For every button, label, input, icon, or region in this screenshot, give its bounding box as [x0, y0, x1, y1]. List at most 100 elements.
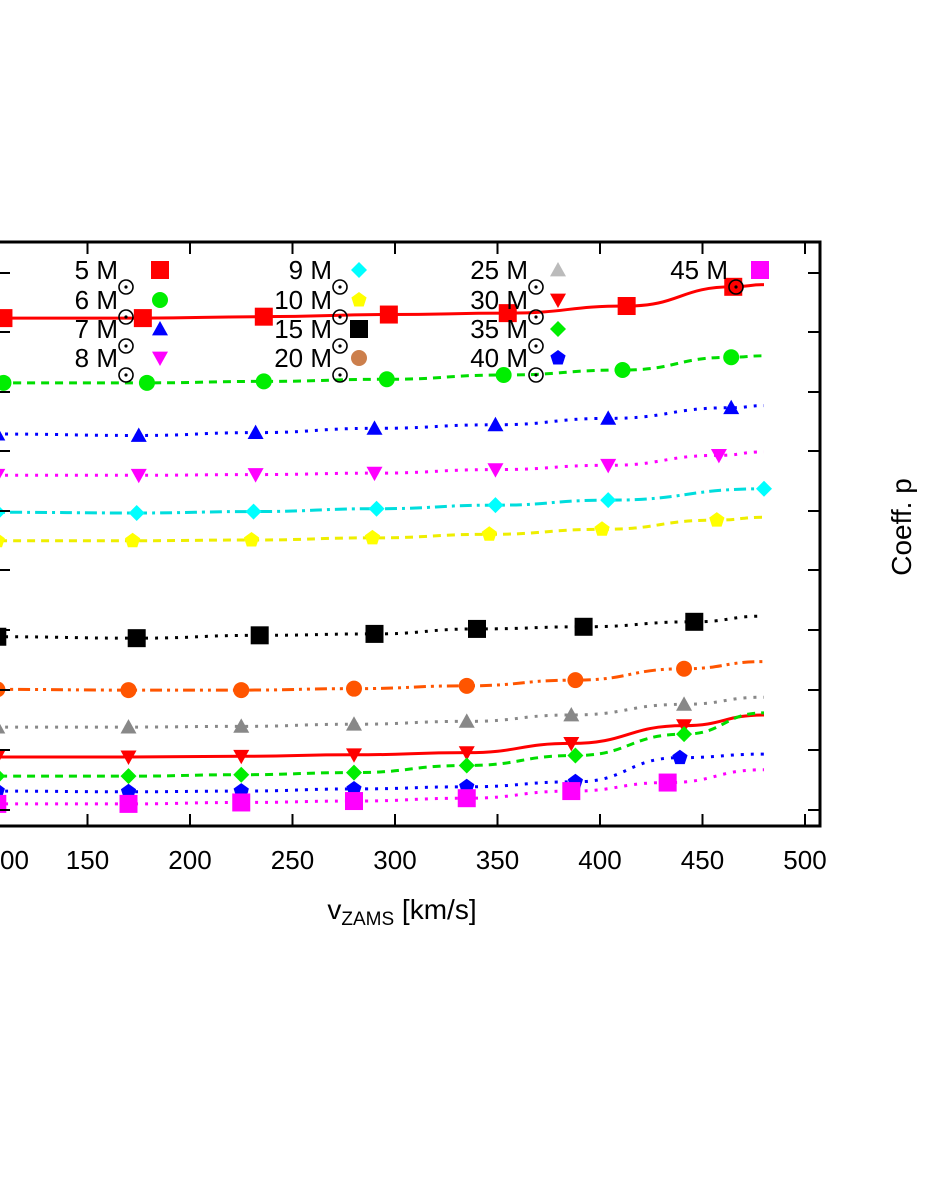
marker-45-msun [457, 789, 476, 808]
marker-10-msun [709, 512, 725, 527]
sun-symbol-dot [124, 315, 128, 319]
marker-20-msun [346, 680, 362, 697]
marker-5-msun [133, 309, 152, 328]
fit-line-15 [0, 614, 765, 640]
marker-25-msun [676, 696, 693, 711]
legend-label-8: 8 M [75, 343, 118, 373]
marker-40-msun [0, 785, 5, 798]
legend-marker-45 [751, 261, 769, 279]
marker-9-msun [245, 503, 262, 520]
sun-symbol-dot [534, 285, 538, 289]
legend-marker-5 [151, 261, 169, 279]
marker-6-msun [255, 373, 272, 390]
legend-marker-10 [351, 292, 367, 307]
x-tick-label: 400 [578, 845, 621, 875]
legend-label-35: 35 M [470, 314, 528, 344]
marker-7-msun [130, 427, 147, 442]
marker-6-msun [138, 374, 155, 391]
y-axis-label: Coeff. p [886, 478, 917, 576]
x-tick-label: 300 [373, 845, 416, 875]
marker-25-msun [458, 713, 475, 728]
marker-8-msun [130, 468, 147, 484]
x-axis-label-main: v [327, 894, 341, 925]
y-ticks [0, 272, 820, 811]
marker-30-msun [233, 749, 250, 765]
marker-10-msun [125, 532, 141, 548]
marker-7-msun [600, 410, 617, 425]
marker-10-msun [243, 532, 260, 547]
marker-30-msun [458, 746, 475, 761]
marker-45-msun [345, 792, 363, 811]
legend-label-25: 25 M [470, 255, 528, 285]
legend-label-5: 5 M [75, 255, 118, 285]
marker-45-msun [658, 773, 677, 792]
fit-line-9 [0, 487, 766, 515]
legend-marker-20 [351, 350, 367, 366]
legend-marker-8 [152, 351, 168, 366]
sun-symbol-dot [338, 285, 342, 289]
marker-8-msun [366, 466, 383, 482]
fit-line-20 [0, 660, 765, 692]
marker-30-msun [563, 737, 580, 752]
marker-35-msun [120, 768, 137, 785]
marker-30-msun [0, 750, 6, 761]
legend-marker-30 [550, 293, 566, 308]
sun-symbol-icon [728, 279, 744, 295]
marker-20-msun [676, 660, 693, 677]
marker-30-msun [120, 750, 137, 765]
marker-9-msun [128, 504, 145, 521]
x-tick-label: 250 [271, 845, 314, 875]
marker-30-msun [346, 748, 362, 763]
sun-symbol-icon [118, 309, 134, 325]
marker-7-msun [0, 430, 6, 441]
marker-7-msun [723, 399, 740, 415]
marker-10-msun [481, 526, 497, 541]
marker-9-msun [756, 480, 772, 497]
marker-5-msun [498, 304, 517, 323]
marker-20-msun [567, 672, 584, 689]
marker-8-msun [600, 458, 617, 474]
sun-symbol-icon [332, 338, 348, 354]
sun-symbol-icon [118, 279, 134, 295]
fit-line-35 [0, 711, 765, 778]
sun-symbol-icon [528, 309, 544, 325]
plot-frame [0, 240, 822, 828]
fit-line-8 [0, 450, 765, 477]
sun-symbol-dot [534, 315, 538, 319]
legend-marker-35 [550, 321, 566, 337]
marker-10-msun [594, 521, 610, 536]
sun-symbol-dot [124, 373, 128, 377]
marker-9-msun [0, 506, 6, 518]
x-ticks: 00 150 200 250 300 350 400 450 500 [0, 242, 827, 875]
marker-15-msun [574, 617, 593, 636]
marker-40-msun [346, 781, 362, 796]
x-tick-label: 350 [476, 845, 519, 875]
marker-15-msun [468, 619, 486, 638]
marker-7-msun [366, 420, 383, 435]
x-axis-label-sub: ZAMS [341, 909, 394, 930]
sun-symbol-icon [118, 367, 134, 383]
marker-9-msun [487, 497, 504, 514]
marker-35-msun [458, 757, 475, 774]
marker-25-msun [0, 723, 6, 734]
data-markers [0, 277, 772, 813]
marker-25-msun [120, 719, 137, 734]
x-tick-label: 450 [681, 845, 724, 875]
marker-8-msun [0, 468, 6, 479]
marker-35-msun [0, 770, 6, 782]
sun-symbol-dot [534, 344, 538, 348]
sun-symbol-dot [124, 285, 128, 289]
marker-10-msun [364, 529, 381, 545]
marker-25-msun [563, 706, 580, 722]
sun-symbol-icon [332, 279, 348, 295]
marker-35-msun [676, 726, 693, 743]
fit-line-25 [0, 695, 765, 729]
legend-marker-15 [350, 320, 368, 338]
x-tick-label: 500 [783, 845, 826, 875]
marker-8-msun [710, 448, 727, 464]
marker-6-msun [0, 374, 12, 391]
marker-6-msun [495, 367, 512, 384]
marker-35-msun [567, 747, 584, 764]
marker-15-msun [365, 624, 384, 643]
